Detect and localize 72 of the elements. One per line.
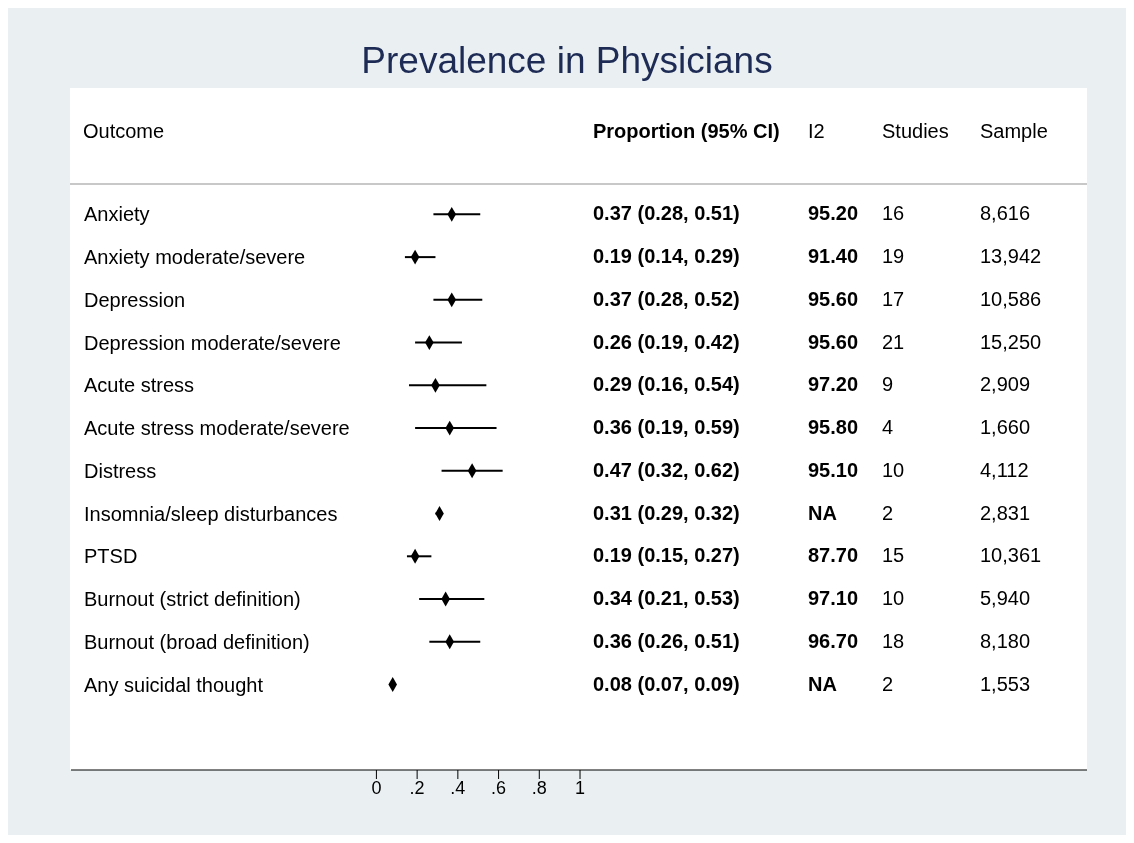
annotation: 0.37 (0.28, 0.51) (593, 202, 740, 226)
x-tick-label: 0 (371, 777, 382, 798)
annotation: 4 (882, 416, 894, 440)
annotation: 4,112 (980, 458, 1029, 482)
y-tick-label: Depression (84, 288, 186, 311)
text: Proportion (95% CI) (593, 120, 780, 143)
annotation: 0.36 (0.19, 0.59) (593, 416, 740, 440)
annotation: 95.60 (808, 287, 859, 311)
annotation: 10 (882, 587, 905, 611)
annotation: 0.19 (0.14, 0.29) (593, 245, 740, 269)
annotation: 18 (882, 629, 905, 653)
x-tick-label: .2 (409, 777, 425, 798)
y-tick-label: Acute stress moderate/severe (84, 417, 350, 440)
annotation: 10 (882, 458, 905, 482)
annotation: 0.47 (0.32, 0.62) (593, 458, 740, 482)
annotation: 10,586 (980, 287, 1042, 311)
text: Sample (980, 120, 1048, 143)
annotation: 87.70 (808, 544, 859, 568)
annotation: 21 (882, 330, 905, 354)
text: Outcome (83, 120, 165, 143)
text: I2 (808, 120, 825, 143)
y-tick-label: Insomnia/sleep disturbances (84, 502, 338, 525)
annotation: 5,940 (980, 587, 1031, 611)
annotation: 13,942 (980, 245, 1042, 269)
annotation: 10,361 (980, 544, 1042, 568)
y-tick-label: Burnout (strict definition) (84, 588, 301, 611)
annotation: NA (808, 672, 837, 696)
annotation: 0.34 (0.21, 0.53) (593, 587, 740, 611)
annotation: 15,250 (980, 330, 1042, 354)
y-tick-label: PTSD (84, 545, 138, 568)
x-tick-label: .8 (531, 777, 547, 798)
annotation: 97.20 (808, 373, 859, 397)
annotation: 1,660 (980, 416, 1031, 440)
annotation: 95.80 (808, 416, 859, 440)
annotation: 91.40 (808, 245, 859, 269)
annotation: 2 (882, 672, 894, 696)
annotation: 97.10 (808, 587, 859, 611)
annotation: 95.20 (808, 202, 859, 226)
annotation: 8,616 (980, 202, 1031, 226)
y-tick-label: Acute stress (84, 374, 195, 397)
y-tick-label: Burnout (broad definition) (84, 630, 310, 653)
annotation: 0.26 (0.19, 0.42) (593, 330, 740, 354)
annotation: 2,909 (980, 373, 1031, 397)
annotation: 16 (882, 202, 905, 226)
y-tick-label: Distress (84, 459, 157, 482)
annotation: 9 (882, 373, 894, 397)
x-tick-label: 1 (575, 777, 586, 798)
annotation: 0.29 (0.16, 0.54) (593, 373, 740, 397)
y-tick-label: Depression moderate/severe (84, 331, 341, 354)
annotation: 96.70 (808, 629, 859, 653)
annotation: 0.37 (0.28, 0.52) (593, 287, 740, 311)
annotation: 0.19 (0.15, 0.27) (593, 544, 740, 568)
y-tick-label: Anxiety moderate/severe (84, 246, 306, 269)
annotation: 17 (882, 287, 905, 311)
annotation: 0.31 (0.29, 0.32) (593, 501, 740, 525)
annotation: 0.08 (0.07, 0.09) (593, 672, 740, 696)
text: Studies (882, 120, 949, 143)
annotation: 19 (882, 245, 905, 269)
x-tick-label: .6 (491, 777, 507, 798)
annotation: 8,180 (980, 629, 1031, 653)
annotation: 95.10 (808, 458, 859, 482)
annotation: 0.36 (0.26, 0.51) (593, 629, 740, 653)
annotation: NA (808, 501, 837, 525)
annotation: 2 (882, 501, 894, 525)
annotation: 15 (882, 544, 905, 568)
annotation: 2,831 (980, 501, 1031, 525)
chart-title: Prevalence in Physicians (360, 40, 774, 82)
y-tick-label: Any suicidal thought (84, 673, 264, 696)
annotation: 95.60 (808, 330, 859, 354)
y-tick-label: Anxiety (84, 203, 150, 226)
annotation: 1,553 (980, 672, 1031, 696)
x-tick-label: .4 (450, 777, 466, 798)
